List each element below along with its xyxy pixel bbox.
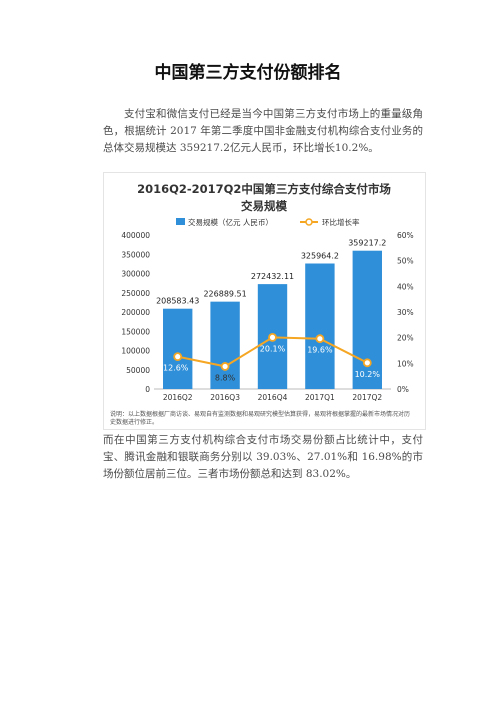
growth-rate-point <box>173 352 183 362</box>
y-right-tick-label: 30% <box>397 308 414 317</box>
bar-2016Q3 <box>210 301 240 389</box>
y-left-tick-label: 200000 <box>121 308 150 317</box>
document-title: 中国第三方支付份额排名 <box>154 63 342 83</box>
x-tick-label: 2017Q2 <box>352 393 382 402</box>
x-tick-label: 2016Q3 <box>210 393 240 402</box>
y-left-tick-label: 150000 <box>121 327 150 336</box>
growth-rate-label: 19.6% <box>307 346 333 355</box>
y-left-tick-label: 250000 <box>121 289 150 298</box>
legend-line-marker <box>305 218 313 226</box>
chart-legend: 交易规模（亿元 人民币） 环比增长率 <box>176 217 360 227</box>
bar-value-label: 208583.43 <box>156 297 199 306</box>
legend-line-label: 环比增长率 <box>322 217 360 227</box>
bar-2017Q2 <box>352 250 382 389</box>
intro-paragraph: 支付宝和微信支付已经是当今中国第三方支付市场上的重量级角色，根据统计 2017 … <box>103 108 423 154</box>
y-right-tick-label: 40% <box>397 282 414 291</box>
chart-title-line2: 交易规模 <box>241 199 287 213</box>
x-tick-label: 2016Q4 <box>258 393 288 402</box>
x-tick-label: 2016Q2 <box>163 393 193 402</box>
growth-rate-point <box>315 334 325 344</box>
y-right-tick-label: 10% <box>397 359 414 368</box>
bar-value-label: 325964.2 <box>301 252 339 261</box>
bar-2016Q2 <box>163 308 193 389</box>
chart-title-line1: 2016Q2-2017Q2中国第三方支付综合支付市场 <box>137 182 391 196</box>
y-left-tick-label: 100000 <box>121 347 150 356</box>
y-right-tick-label: 20% <box>397 334 414 343</box>
growth-rate-point <box>362 358 372 368</box>
y-right-tick-label: 60% <box>397 231 414 240</box>
chart-note: 说明：以上数据根据厂商访谈、易观自有监测数据和易观研究模型估算获得，易观将根据掌… <box>110 410 410 426</box>
bar-2017Q1 <box>305 263 335 389</box>
y-left-tick-label: 350000 <box>121 250 150 259</box>
growth-rate-point <box>220 362 230 371</box>
growth-rate-label: 8.8% <box>215 373 236 382</box>
y-right-tick-label: 50% <box>397 257 414 266</box>
y-left-tick-label: 0 <box>145 385 150 394</box>
bar-value-label: 359217.2 <box>348 239 386 248</box>
payment-scale-chart: 2016Q2-2017Q2中国第三方支付综合支付市场 交易规模 交易规模（亿元 … <box>110 182 414 426</box>
chart-container: 2016Q2-2017Q2中国第三方支付综合支付市场 交易规模 交易规模（亿元 … <box>103 172 426 430</box>
legend-bar-swatch <box>176 218 185 225</box>
bar-value-label: 272432.11 <box>251 272 294 281</box>
plot-area: 0 50000 100000 150000 200000 250000 300000 3500… <box>121 231 413 402</box>
growth-rate-label: 20.1% <box>260 344 286 353</box>
market-share-paragraph: 而在中国第三方支付机构综合支付市场交易份额占比统计中，支付宝、腾讯金融和银联商务… <box>103 434 423 480</box>
bar-value-label: 226889.51 <box>203 290 246 299</box>
growth-rate-point <box>268 333 277 342</box>
y-right-tick-label: 0% <box>397 385 409 394</box>
x-tick-label: 2017Q1 <box>305 393 335 402</box>
growth-rate-label: 10.2% <box>355 370 381 379</box>
growth-rate-label: 12.6% <box>163 364 189 373</box>
y-left-tick-label: 300000 <box>121 270 150 279</box>
y-left-tick-label: 50000 <box>126 366 150 375</box>
y-left-tick-label: 400000 <box>121 231 150 240</box>
legend-bar-label: 交易规模（亿元 人民币） <box>188 217 273 227</box>
